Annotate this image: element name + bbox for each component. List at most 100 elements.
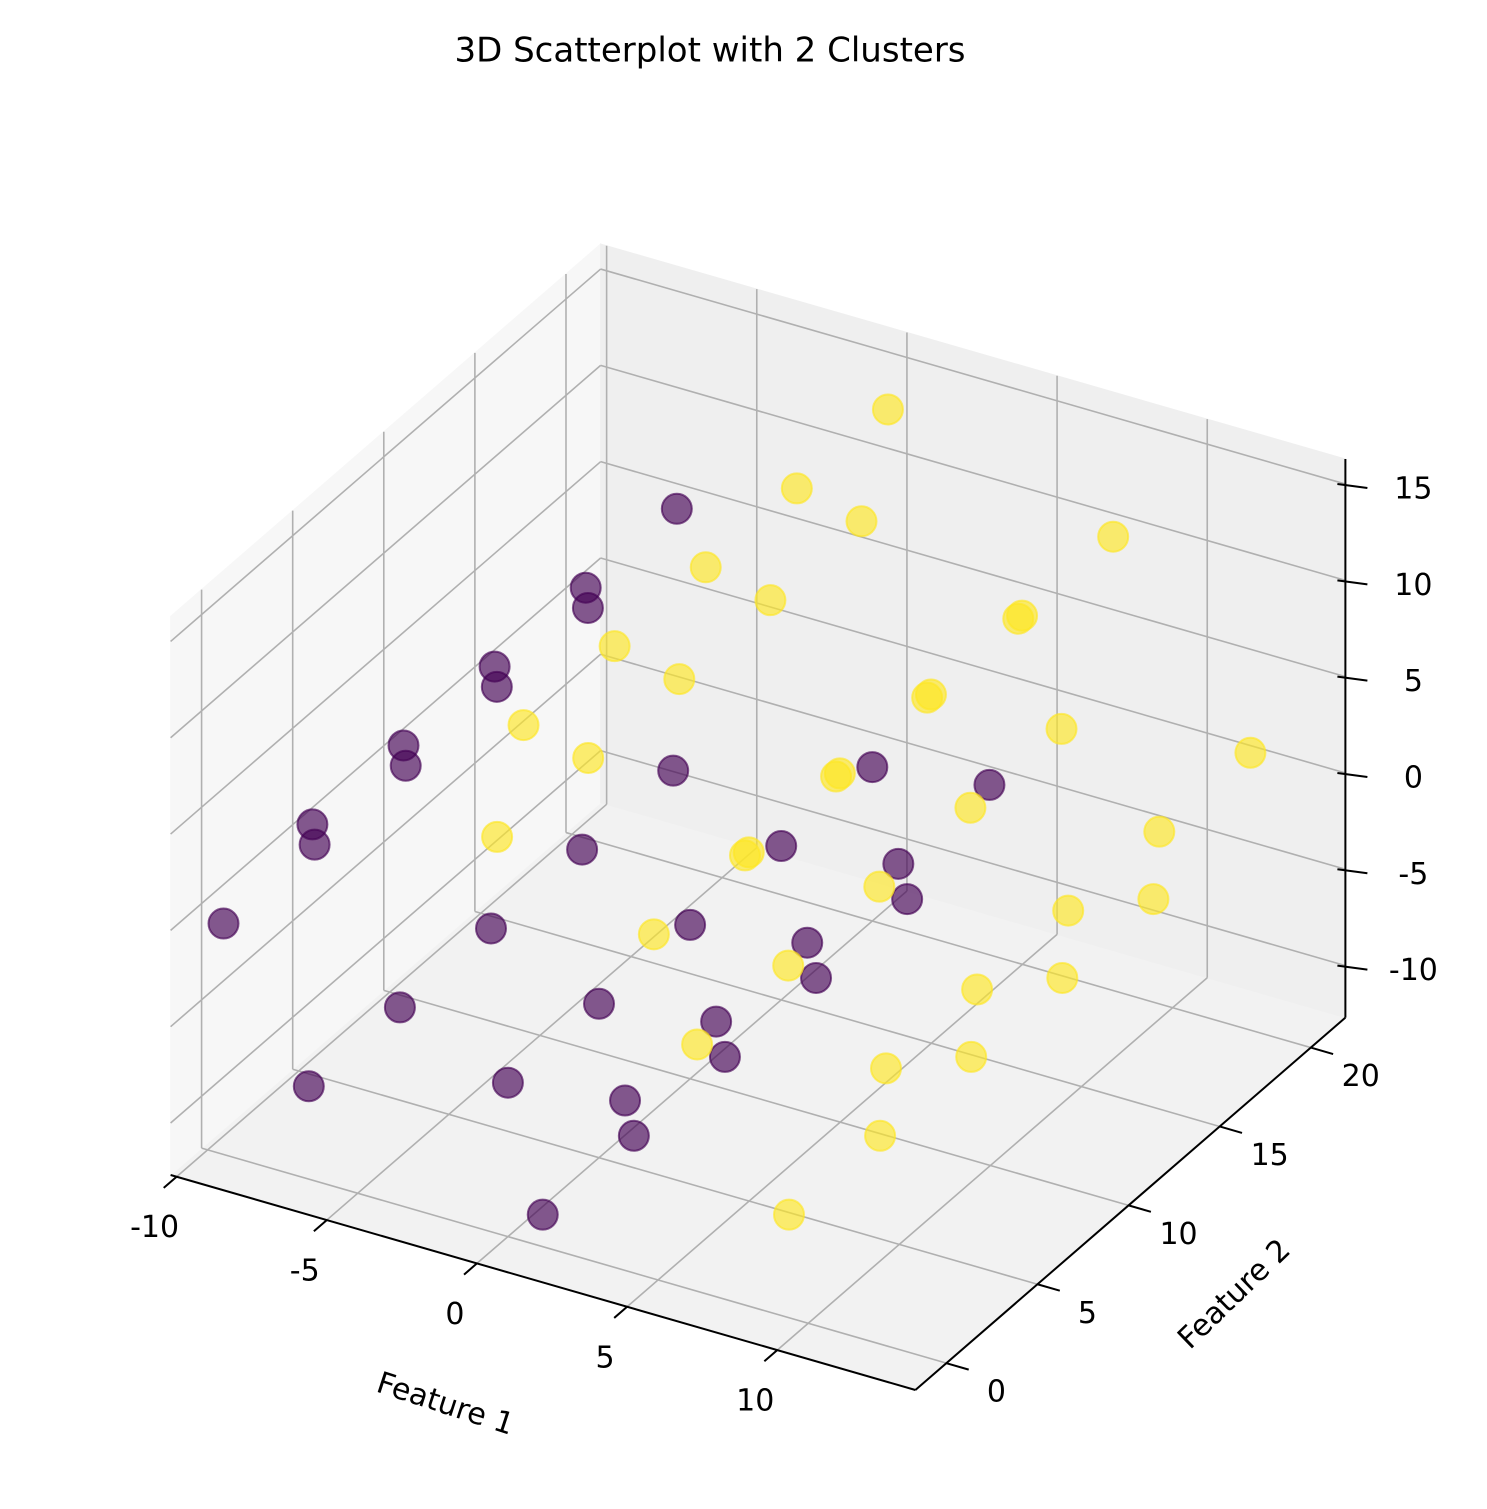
point: [571, 591, 604, 624]
y-tick: [946, 1362, 969, 1371]
x-tick-label: -5: [290, 1254, 320, 1289]
grid-line: [170, 364, 602, 739]
x-tick: [163, 1175, 178, 1189]
point: [791, 926, 824, 959]
point: [583, 987, 616, 1020]
point: [863, 870, 896, 903]
grid-line: [474, 910, 1220, 1128]
z-tick-label: 5: [1404, 664, 1423, 699]
grid-line: [292, 1068, 1038, 1286]
point: [864, 1119, 897, 1152]
grid-line: [600, 460, 1346, 678]
grid-line: [600, 364, 1346, 582]
point: [660, 492, 693, 525]
point: [572, 741, 605, 774]
z-tick-label: -10: [1389, 953, 1438, 988]
z-tick: [1337, 964, 1368, 971]
grid-line: [565, 831, 1311, 1049]
point: [772, 949, 805, 982]
point: [383, 991, 416, 1024]
z-tick-label: -5: [1398, 857, 1428, 892]
point: [914, 678, 947, 711]
point: [765, 830, 798, 863]
z-tick: [1337, 483, 1368, 490]
x-tick-label: 10: [736, 1384, 774, 1419]
point: [773, 1198, 806, 1231]
point: [480, 670, 513, 703]
grid-line: [176, 803, 608, 1178]
chart-title: 3D Scatterplot with 2 Clusters: [454, 31, 965, 71]
axis-line: [170, 1174, 916, 1391]
z-tick: [1337, 868, 1368, 875]
point: [637, 918, 670, 951]
point: [507, 709, 540, 742]
point: [1045, 712, 1078, 745]
y-tick: [1128, 1204, 1152, 1213]
point: [689, 551, 722, 584]
y-tick-label: 20: [1342, 1059, 1380, 1094]
point: [663, 663, 696, 696]
grid-line: [201, 1147, 947, 1364]
point: [292, 1070, 325, 1103]
z-tick-label: 15: [1394, 472, 1432, 507]
point: [389, 749, 422, 782]
grid-line: [170, 749, 602, 1124]
grid-line: [600, 268, 1346, 485]
y-tick-label: 15: [1251, 1138, 1289, 1173]
point: [566, 833, 599, 866]
grid-line: [600, 557, 1346, 774]
y-tick-label: 10: [1159, 1217, 1197, 1252]
x-axis-label: Feature 1: [372, 1365, 518, 1442]
point: [780, 472, 813, 505]
point: [1143, 815, 1176, 848]
point: [800, 961, 833, 994]
point: [491, 1066, 524, 1099]
point: [871, 393, 904, 426]
grid-line: [170, 268, 602, 643]
y-tick-label: 5: [1078, 1296, 1097, 1331]
point: [954, 791, 987, 824]
grid-line: [600, 653, 1346, 871]
z-tick: [1337, 579, 1368, 586]
point: [708, 1040, 741, 1073]
point: [609, 1084, 642, 1117]
grid-line: [170, 461, 602, 835]
point: [674, 908, 707, 941]
z-tick-label: 10: [1394, 568, 1432, 603]
point: [657, 754, 690, 787]
point: [891, 883, 924, 916]
point: [955, 1040, 988, 1073]
y-tick: [1219, 1125, 1243, 1134]
point: [1234, 736, 1267, 769]
point: [1006, 599, 1039, 632]
point: [845, 505, 878, 538]
point: [1046, 961, 1079, 994]
x-tick: [613, 1306, 628, 1319]
point: [598, 630, 631, 663]
point: [207, 907, 240, 940]
point: [856, 751, 889, 784]
point: [1052, 894, 1085, 927]
grid-line: [776, 977, 1208, 1351]
point: [1137, 883, 1170, 916]
point: [882, 847, 915, 880]
grid-line: [383, 989, 1129, 1207]
point: [474, 912, 507, 945]
point: [754, 584, 787, 617]
point: [732, 836, 765, 869]
point: [823, 757, 856, 790]
point: [526, 1198, 559, 1231]
y-tick: [1037, 1283, 1061, 1292]
y-tick-label: 0: [987, 1375, 1006, 1410]
z-tick: [1337, 675, 1368, 682]
point: [961, 973, 994, 1006]
grid-line: [170, 557, 602, 931]
x-tick-label: 5: [596, 1340, 615, 1375]
point: [1097, 520, 1130, 553]
x-tick: [463, 1262, 478, 1276]
point: [617, 1119, 650, 1152]
grid-line: [600, 749, 1346, 967]
x-tick-label: -10: [130, 1210, 179, 1245]
x-tick: [313, 1219, 328, 1232]
